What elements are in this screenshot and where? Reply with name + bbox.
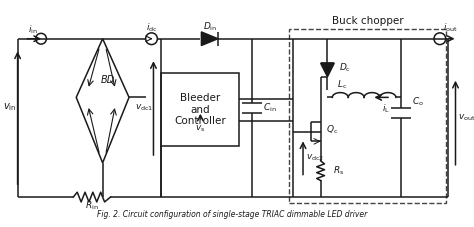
Bar: [161, 73, 239, 146]
Text: $Q_{\mathrm{c}}$: $Q_{\mathrm{c}}$: [326, 123, 338, 136]
Text: $C_{\mathrm{o}}$: $C_{\mathrm{o}}$: [412, 95, 424, 108]
Text: $v_{\mathrm{dc1}}$: $v_{\mathrm{dc1}}$: [135, 103, 153, 113]
Text: $i_{\mathrm{L}}$: $i_{\mathrm{L}}$: [382, 103, 390, 115]
Polygon shape: [320, 63, 334, 77]
Text: Fig. 2. Circuit configuration of single-stage TRIAC dimmable LED driver: Fig. 2. Circuit configuration of single-…: [97, 210, 367, 219]
Text: $v_{\mathrm{out}}$: $v_{\mathrm{out}}$: [458, 113, 474, 123]
Text: $D_{\mathrm{c}}$: $D_{\mathrm{c}}$: [339, 62, 351, 74]
Text: $i_{\mathrm{in}}$: $i_{\mathrm{in}}$: [28, 24, 38, 36]
Polygon shape: [201, 32, 218, 46]
Bar: [289, 29, 446, 203]
Text: Buck chopper: Buck chopper: [332, 16, 403, 26]
Text: $i_{\mathrm{out}}$: $i_{\mathrm{out}}$: [443, 22, 458, 34]
Text: Bleeder
and
Controller: Bleeder and Controller: [174, 93, 226, 126]
Text: $v_{\mathrm{s}}$: $v_{\mathrm{s}}$: [195, 123, 206, 134]
Text: $v_{\mathrm{dc2}}$: $v_{\mathrm{dc2}}$: [306, 153, 324, 163]
Text: $R_{\mathrm{in}}$: $R_{\mathrm{in}}$: [85, 200, 99, 212]
Text: $C_{\mathrm{in}}$: $C_{\mathrm{in}}$: [263, 102, 277, 114]
Text: $R_{\mathrm{s}}$: $R_{\mathrm{s}}$: [333, 164, 344, 177]
Text: $v_{\mathrm{in}}$: $v_{\mathrm{in}}$: [3, 101, 17, 113]
Text: $D_{\mathrm{in}}$: $D_{\mathrm{in}}$: [203, 21, 217, 33]
Text: BD: BD: [100, 75, 115, 85]
Text: $i_{\mathrm{dc}}$: $i_{\mathrm{dc}}$: [146, 22, 157, 34]
Text: $L_{\mathrm{c}}$: $L_{\mathrm{c}}$: [337, 78, 347, 91]
